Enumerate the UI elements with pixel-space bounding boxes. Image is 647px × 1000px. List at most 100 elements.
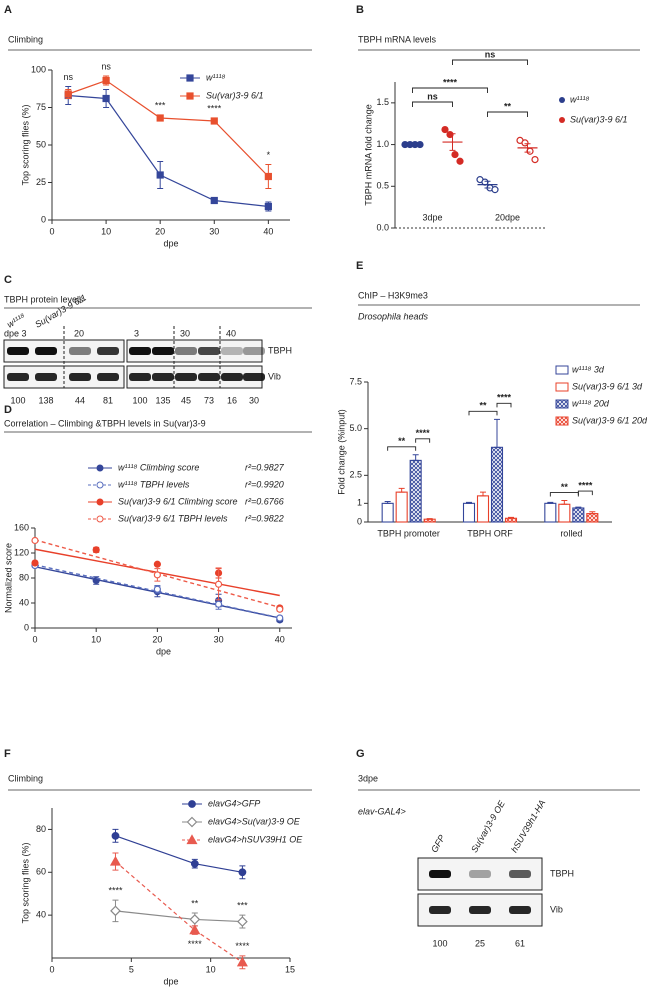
bar: [504, 517, 518, 523]
y-tick-label: 80: [36, 824, 46, 834]
loading-band: [175, 373, 197, 381]
x-tick-label: 30: [209, 226, 219, 236]
timepoint-label: 3: [134, 328, 139, 338]
timepoint-label: 30: [180, 328, 190, 338]
data-point: [153, 571, 161, 579]
quantification: 45: [181, 395, 191, 405]
legend-r2: r²=0.9822: [245, 513, 284, 523]
y-tick-label: 60: [36, 867, 46, 877]
data-point: [110, 905, 121, 917]
data-point: [64, 90, 72, 98]
data-point: [214, 580, 223, 588]
loading-band: [509, 906, 531, 914]
timepoint-label: 40: [226, 328, 236, 338]
y-tick-label: 1.0: [376, 139, 389, 149]
legend-marker: [188, 800, 196, 808]
data-point: [210, 196, 218, 205]
significance: ****: [188, 939, 203, 949]
y-tick-label: 1.5: [376, 97, 389, 107]
significance: ns: [427, 91, 438, 101]
quantification: 73: [204, 395, 214, 405]
data-point: [102, 76, 110, 85]
error-bar: [384, 500, 391, 504]
category-label: TBPH ORF: [467, 528, 513, 538]
x-axis-label: dpe: [163, 238, 178, 248]
y-tick-label: 25: [36, 177, 46, 187]
data-point: [109, 855, 121, 866]
legend-marker: [186, 74, 194, 82]
significance: **: [561, 482, 569, 492]
significance-bracket: [577, 490, 593, 496]
legend-label: w¹¹¹⁸: [570, 94, 589, 104]
legend-label: elavG4>Su(var)3-9 OE: [208, 816, 301, 826]
y-tick-label: 50: [36, 139, 46, 149]
x-tick-label: 15: [285, 964, 295, 974]
significance: ****: [578, 480, 593, 490]
loading-band: [469, 906, 491, 914]
protein-band: [429, 870, 451, 878]
data-point: [236, 956, 248, 967]
protein-band: [469, 870, 491, 878]
protein-band: [129, 347, 151, 355]
data-point: [210, 117, 218, 125]
y-tick-label: 1: [357, 498, 362, 508]
x-tick-label: 0: [49, 226, 54, 236]
data-point: [31, 536, 39, 545]
bar: [409, 459, 422, 523]
bar: [572, 507, 585, 523]
legend-swatch: [555, 382, 569, 392]
data-point: [111, 831, 120, 840]
data-point: [276, 614, 284, 622]
panel-label: F: [4, 748, 11, 760]
y-tick-label: 120: [14, 547, 29, 557]
data-point: [153, 585, 161, 593]
legend-r2: r²=0.9827: [245, 462, 285, 472]
data-point: [237, 916, 248, 927]
bar: [462, 502, 476, 523]
data-point: [156, 171, 164, 179]
chart-title: Climbing: [8, 34, 43, 44]
legend-label: elavG4>GFP: [208, 798, 260, 808]
significance: ****: [108, 886, 123, 896]
bar: [381, 502, 394, 523]
quantification: 30: [249, 395, 259, 405]
legend-label: Su(var)3-9 6/1 20d: [572, 415, 647, 425]
panel-label: B: [356, 4, 364, 16]
data-point: [190, 859, 199, 868]
protein-band: [69, 347, 91, 355]
y-axis-label: TBPH mRNA fold change: [363, 104, 373, 206]
loading-band: [35, 373, 57, 381]
chart-title: ChIP – H3K9me3: [358, 290, 428, 300]
quantification: 100: [132, 395, 147, 405]
y-axis-label: Top scoring flies (%): [20, 104, 30, 185]
legend-label: w¹¹¹⁸: [206, 72, 225, 82]
significance: ns: [101, 61, 111, 71]
significance-bracket: [487, 111, 528, 117]
quantification: 44: [75, 395, 85, 405]
significance: ****: [443, 77, 458, 87]
legend-label: w¹¹¹⁸ 3d: [572, 364, 605, 374]
y-axis-label: Normalized score: [3, 543, 13, 613]
significance: **: [504, 101, 512, 111]
x-tick-label: 0: [32, 634, 37, 644]
data-point: [214, 600, 223, 608]
legend-marker: [96, 515, 104, 523]
bar: [558, 503, 571, 523]
x-tick-label: 5: [129, 964, 134, 974]
chart-subtitle: Drosophila heads: [358, 311, 429, 321]
error-bar: [466, 501, 472, 504]
protein-band: [7, 347, 29, 355]
y-tick-label: 75: [36, 102, 46, 112]
legend-label: w¹¹¹⁸ Climbing score: [118, 462, 199, 472]
band-label: TBPH: [268, 345, 292, 355]
lane-label: hSUV39h1-HA: [509, 798, 547, 854]
y-tick-label: 7.5: [349, 376, 362, 386]
significance: ns: [485, 49, 496, 59]
error-bar: [508, 516, 514, 519]
data-point: [102, 94, 110, 103]
y-tick-label: 40: [19, 597, 29, 607]
legend-marker: [186, 92, 194, 100]
significance-bracket: [452, 59, 528, 65]
series-line: [68, 94, 269, 208]
legend-label: Su(var)3-9 6/1 Climbing score: [118, 496, 238, 506]
